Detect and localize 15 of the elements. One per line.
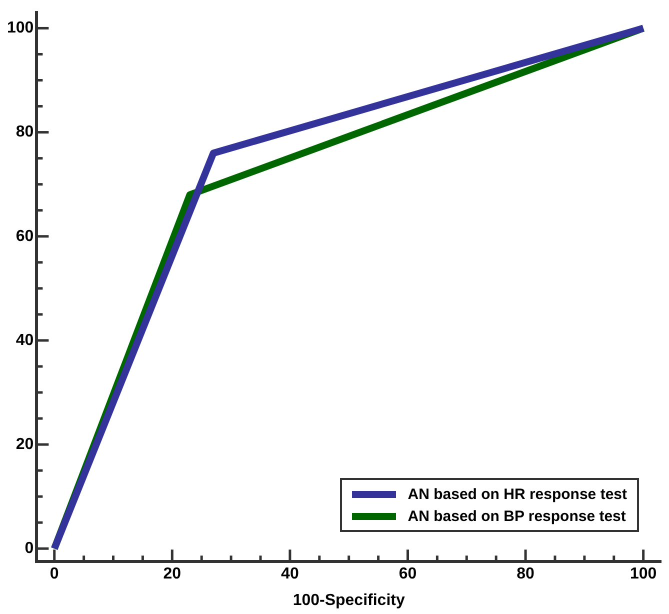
y-tick-label: 60 bbox=[16, 228, 34, 245]
y-tick-label: 80 bbox=[16, 124, 34, 141]
x-tick-label: 80 bbox=[516, 566, 535, 583]
x-tick-label: 60 bbox=[398, 566, 417, 583]
y-tick-label: 40 bbox=[16, 332, 34, 349]
y-tick-label: 20 bbox=[16, 436, 34, 453]
x-tick-label: 100 bbox=[630, 566, 657, 583]
y-tick-label: 100 bbox=[6, 20, 34, 37]
x-tick-label: 20 bbox=[163, 566, 182, 583]
legend-label: AN based on HR response test bbox=[408, 486, 627, 502]
legend-label: AN based on BP response test bbox=[408, 508, 626, 524]
x-axis-title: 100-Specificity bbox=[292, 592, 405, 609]
x-tick-label: 0 bbox=[50, 566, 59, 583]
y-tick-label: 0 bbox=[24, 540, 34, 557]
x-tick-label: 40 bbox=[281, 566, 299, 583]
